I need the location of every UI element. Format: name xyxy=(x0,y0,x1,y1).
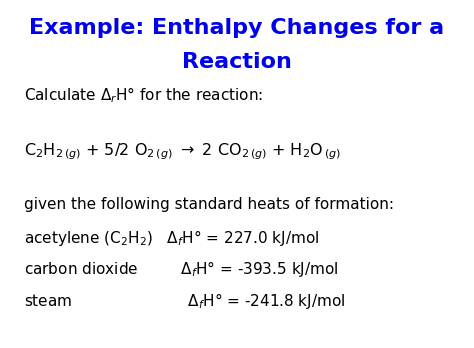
Text: acetylene (C$_2$H$_2$)   $\Delta_f$H$\degree$ = 227.0 kJ/mol: acetylene (C$_2$H$_2$) $\Delta_f$H$\degr… xyxy=(24,228,319,248)
Text: Calculate $\Delta_r$H$\degree$ for the reaction:: Calculate $\Delta_r$H$\degree$ for the r… xyxy=(24,85,263,105)
Text: Example: Enthalpy Changes for a: Example: Enthalpy Changes for a xyxy=(29,18,445,38)
Text: Reaction: Reaction xyxy=(182,52,292,72)
Text: C$_2$H$_{2\,(g)}$ + 5/2 O$_{2\,(g)}$ $\rightarrow$ 2 CO$_{2\,(g)}$ + H$_2$O$_{\,: C$_2$H$_{2\,(g)}$ + 5/2 O$_{2\,(g)}$ $\r… xyxy=(24,141,341,161)
Text: steam                        $\Delta_f$H$\degree$ = -241.8 kJ/mol: steam $\Delta_f$H$\degree$ = -241.8 kJ/m… xyxy=(24,291,345,310)
Text: carbon dioxide         $\Delta_f$H$\degree$ = -393.5 kJ/mol: carbon dioxide $\Delta_f$H$\degree$ = -3… xyxy=(24,259,338,279)
Text: given the following standard heats of formation:: given the following standard heats of fo… xyxy=(24,197,394,212)
